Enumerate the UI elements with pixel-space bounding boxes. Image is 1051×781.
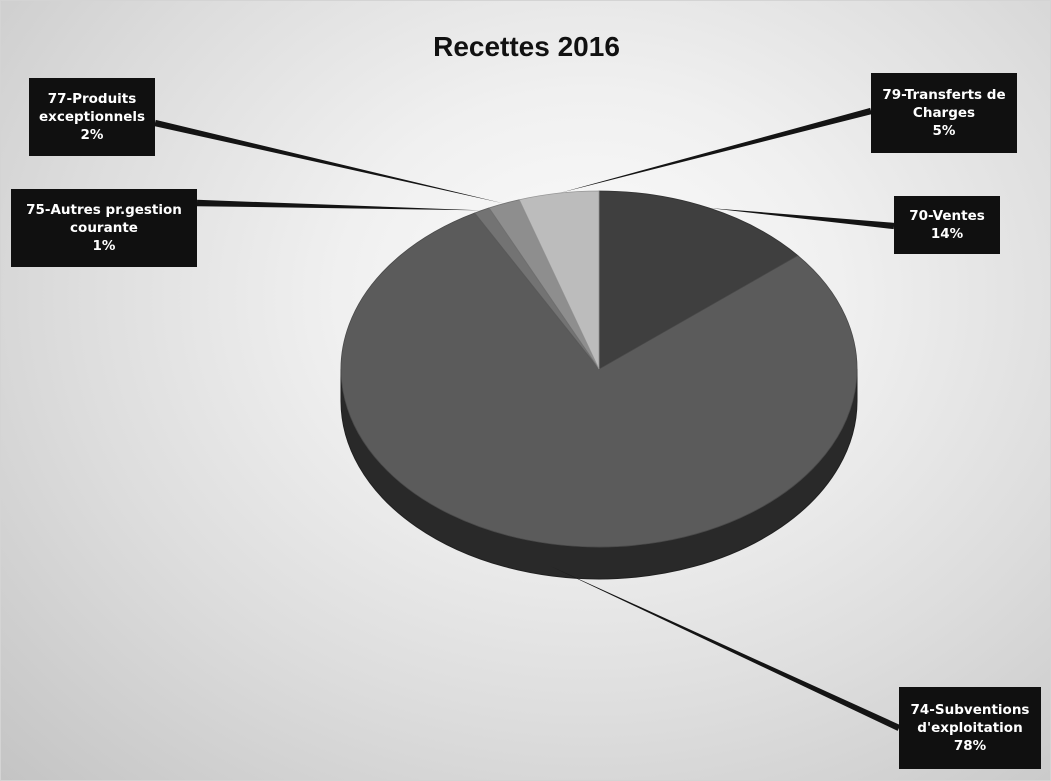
data-label-box: 77-Produits exceptionnels 2% [29,78,155,156]
data-label-box: 79-Transferts de Charges 5% [871,73,1017,153]
leader-line-0 [708,207,895,230]
data-label-category: 75-Autres pr.gestion [26,202,182,218]
data-label-category: exceptionnels [38,109,146,125]
data-label-box: 70-Ventes 14% [894,196,1000,254]
data-label-category: d'exploitation [917,720,1023,736]
leader-line-4 [558,107,872,194]
pie-slice-1 [340,212,858,548]
data-label-category: 70-Ventes [909,208,985,224]
data-label-percent: 14% [930,226,964,242]
leader-lines [154,107,901,731]
data-label-category: 79-Transferts de [882,87,1006,103]
leader-line-2 [196,199,482,211]
data-label-percent: 2% [80,127,104,143]
data-label-0: 70-Ventes 14% [894,196,1000,254]
data-label-category: 74-Subventions [910,702,1030,718]
data-labels: 70-Ventes 14% 74-Subventions d'exploitation… [11,73,1041,769]
data-label-percent: 78% [953,738,987,754]
pie-slice-4 [518,190,600,370]
chart-title: Recettes 2016 [433,31,620,62]
pie-slice-0 [598,190,799,370]
data-label-percent: 1% [92,238,116,254]
data-label-box: 74-Subventions d'exploitation 78% [899,687,1041,769]
leader-line-3 [154,119,505,204]
pie-slices [340,190,858,548]
data-label-3: 77-Produits exceptionnels 2% [29,78,155,156]
leader-line-1 [550,566,901,731]
data-label-percent: 5% [932,123,956,139]
data-label-category: 77-Produits [47,91,137,107]
data-label-1: 74-Subventions d'exploitation 78% [899,687,1041,769]
data-label-4: 79-Transferts de Charges 5% [871,73,1017,153]
data-label-category: Charges [912,105,976,121]
data-label-category: courante [70,220,138,236]
data-label-2: 75-Autres pr.gestion courante 1% [11,189,197,267]
data-label-box: 75-Autres pr.gestion courante 1% [11,189,197,267]
